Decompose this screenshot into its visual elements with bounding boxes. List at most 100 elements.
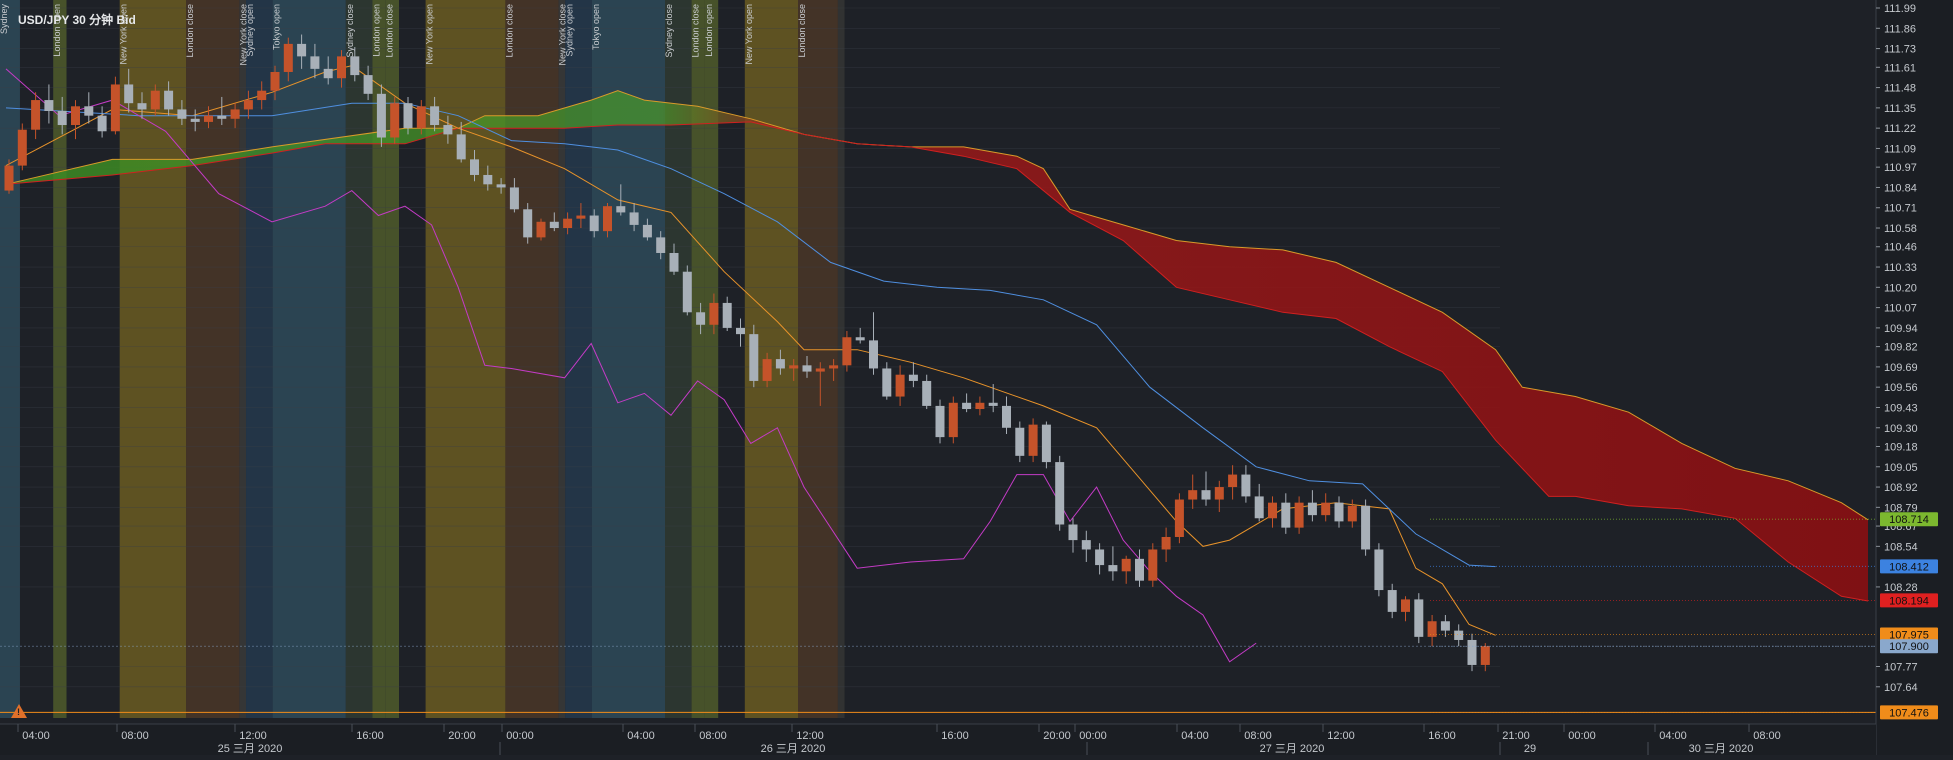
indicator-line	[5, 68, 1257, 663]
session-label: Sydney close	[664, 4, 674, 58]
x-tick-label: 04:00	[22, 730, 50, 742]
price-tag	[1880, 627, 1938, 642]
price-tag-label: 107.975	[1889, 630, 1929, 642]
y-tick-label: 111.99	[1884, 3, 1916, 15]
candle-body	[962, 402, 972, 410]
session-label: London open	[52, 4, 62, 57]
y-tick-label: 108.54	[1884, 541, 1918, 553]
candle-body	[110, 84, 120, 132]
price-tag-label: 108.714	[1889, 514, 1929, 526]
candle-body	[363, 75, 373, 94]
x-axis-panel	[0, 724, 1876, 755]
candle-body	[270, 71, 280, 91]
candle-body	[536, 221, 546, 238]
session-band	[798, 0, 838, 718]
session-label: London close	[797, 4, 807, 58]
candle-body	[1268, 502, 1277, 519]
candle-body	[642, 224, 652, 238]
candle-body	[802, 365, 812, 372]
y-tick-label: 111.35	[1884, 103, 1916, 115]
candle-body	[1174, 499, 1184, 537]
candle-body	[403, 103, 413, 129]
candle-body	[1374, 549, 1384, 591]
candle-body	[1467, 639, 1477, 665]
candle-body	[775, 359, 785, 369]
candle-body	[283, 43, 293, 72]
y-tick-label: 109.69	[1884, 362, 1918, 374]
candle-body	[1041, 424, 1051, 463]
candle-body	[257, 90, 267, 101]
x-date-label: 27 三月 2020	[1260, 743, 1325, 755]
candle-body	[164, 90, 174, 110]
candle-body	[855, 337, 865, 341]
candle-body	[882, 368, 892, 397]
session-label: Sydney open	[245, 4, 255, 57]
candle-body	[323, 68, 333, 79]
y-tick-label: 109.94	[1884, 323, 1918, 335]
candle-body	[1214, 487, 1224, 500]
session-band	[246, 0, 273, 718]
candle-body	[948, 402, 958, 438]
price-tag	[1880, 559, 1938, 574]
session-band	[345, 0, 373, 718]
session-band	[837, 0, 845, 718]
y-tick-label: 111.86	[1884, 23, 1916, 35]
price-tag	[1880, 512, 1938, 527]
x-tick-label: 04:00	[627, 730, 655, 742]
y-tick-label: 108.79	[1884, 502, 1918, 514]
candle-body	[549, 221, 559, 229]
y-tick-label: 110.33	[1884, 262, 1917, 274]
candle-body	[1015, 427, 1025, 456]
candle-body	[922, 380, 932, 406]
candle-body	[204, 115, 213, 122]
chart-title: USD/JPY 30 分钟 Bid	[18, 13, 136, 27]
candle-body	[603, 206, 612, 232]
candle-body	[1108, 565, 1118, 572]
candle-body	[523, 209, 533, 238]
candle-body	[988, 402, 998, 406]
session-label: New York open	[744, 4, 754, 65]
y-tick-label: 109.82	[1884, 342, 1918, 354]
x-tick-label: 21:00	[1502, 730, 1530, 742]
y-tick-label: 107.77	[1884, 662, 1918, 674]
session-label: New York close	[558, 4, 568, 66]
x-tick-label: 04:00	[1659, 730, 1687, 742]
session-label: Tokyo open	[272, 4, 282, 50]
x-date-label: 30 三月 2020	[1689, 743, 1754, 755]
candle-body	[1440, 621, 1450, 631]
candle-body	[310, 56, 320, 69]
candle-body	[1321, 502, 1331, 516]
candle-body	[430, 106, 440, 126]
candle-body	[31, 100, 41, 130]
candle-body	[563, 218, 573, 229]
price-tag	[1880, 705, 1938, 720]
y-tick-label: 109.05	[1884, 462, 1918, 474]
y-tick-label: 110.84	[1884, 182, 1917, 194]
candle-body	[390, 103, 400, 138]
candle-body	[1095, 549, 1105, 566]
x-tick-label: 12:00	[239, 730, 267, 742]
candle-body	[762, 359, 772, 381]
candle-body	[350, 56, 360, 76]
warning-icon[interactable]: !	[11, 704, 27, 718]
candle-body	[84, 106, 94, 116]
candle-body	[337, 56, 346, 79]
y-tick-label: 109.43	[1884, 402, 1918, 414]
candle-body	[908, 374, 918, 381]
y-tick-label: 110.07	[1884, 303, 1917, 315]
candle-body	[1148, 549, 1158, 581]
candle-body	[1121, 558, 1131, 572]
candle-body	[682, 271, 692, 313]
y-tick-label: 111.22	[1884, 123, 1916, 135]
candle-body	[243, 100, 253, 110]
x-tick-label: 16:00	[941, 730, 969, 742]
candle-body	[496, 184, 506, 188]
y-tick-label: 107.64	[1884, 682, 1918, 694]
price-tag	[1880, 639, 1938, 654]
y-tick-label: 110.58	[1884, 223, 1917, 235]
candle-body	[1028, 424, 1038, 456]
price-tag-label: 107.900	[1889, 641, 1929, 653]
candle-body	[842, 337, 852, 366]
candle-body	[1081, 540, 1091, 550]
